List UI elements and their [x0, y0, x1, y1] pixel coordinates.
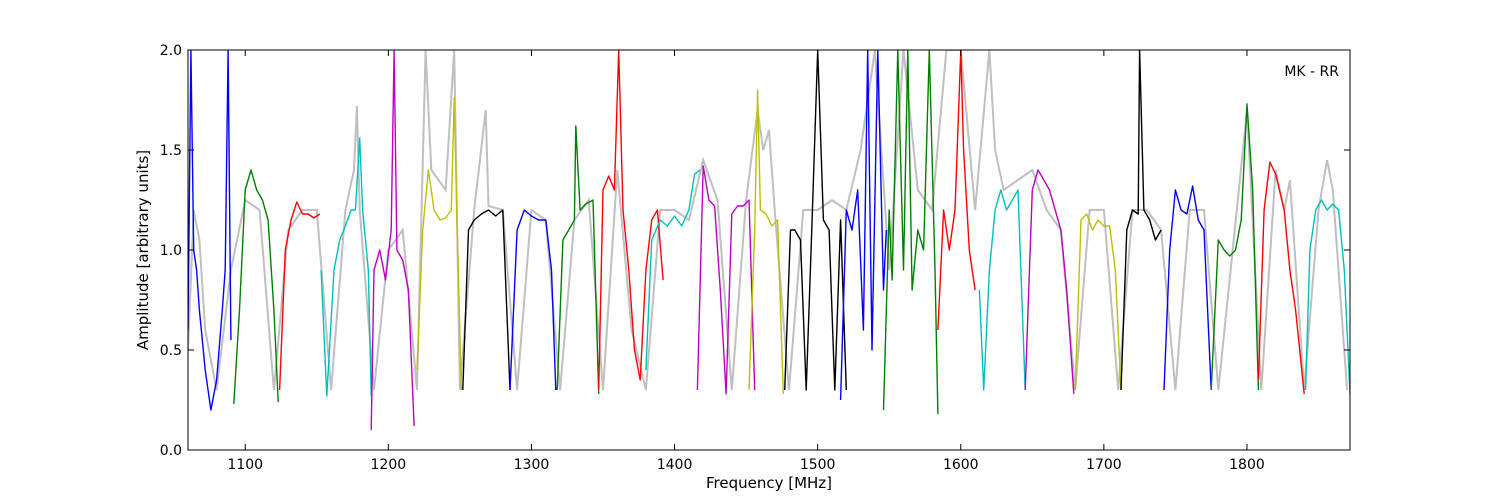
annotation-label: MK - RR [1284, 64, 1339, 80]
band-series-line-24 [1257, 161, 1305, 395]
band-series-line-23 [1210, 103, 1260, 391]
y-tick-label: 0.0 [160, 443, 182, 459]
band-series-line-5 [370, 50, 415, 431]
band-series-line-2 [233, 169, 279, 405]
band-series-line-15 [839, 50, 887, 401]
x-tick-label: 1300 [514, 457, 550, 473]
band-series-line-8 [509, 209, 557, 391]
x-axis-label: Frequency [MHz] [706, 474, 832, 492]
x-tick-label: 1700 [1086, 457, 1122, 473]
x-tick-label: 1100 [227, 457, 263, 473]
band-series-line-21 [1120, 50, 1162, 391]
band-series-line-18 [978, 189, 1026, 391]
x-tick-label: 1600 [943, 457, 979, 473]
x-axis: 1100 1200 1300 1400 1500 1600 1700 1800 [227, 50, 1265, 473]
y-tick-label: 0.5 [160, 343, 182, 359]
band-series-line-4 [320, 137, 372, 397]
x-tick-label: 1200 [371, 457, 407, 473]
band-series-line-7 [462, 209, 511, 391]
band-series-line-20 [1074, 213, 1122, 391]
band-series-line-1 [188, 50, 232, 411]
plot-area [188, 50, 1350, 450]
x-tick-label: 1800 [1229, 457, 1265, 473]
band-series-line-25 [1304, 199, 1350, 395]
x-tick-label: 1400 [657, 457, 693, 473]
y-axis-label: Amplitude [arbitrary units] [134, 150, 152, 350]
band-series-line-12 [696, 165, 756, 395]
band-series [188, 50, 1350, 431]
x-tick-label: 1500 [800, 457, 836, 473]
y-axis: 0.0 0.5 1.0 1.5 2.0 [160, 43, 1350, 459]
y-tick-label: 2.0 [160, 43, 182, 59]
band-series-line-3 [278, 201, 321, 391]
band-series-line-16 [882, 50, 939, 415]
band-series-line-10 [598, 50, 664, 391]
band-series-line-22 [1163, 185, 1212, 391]
band-series-line-14 [784, 50, 847, 391]
band-series-line-9 [556, 125, 600, 395]
y-tick-label: 1.5 [160, 143, 182, 159]
band-series-line-11 [645, 169, 701, 371]
band-series-line-6 [416, 97, 462, 391]
band-series-line-19 [1024, 169, 1075, 395]
band-series-line-17 [937, 50, 976, 331]
band-series-line-13 [748, 89, 784, 395]
y-tick-label: 1.0 [160, 243, 182, 259]
